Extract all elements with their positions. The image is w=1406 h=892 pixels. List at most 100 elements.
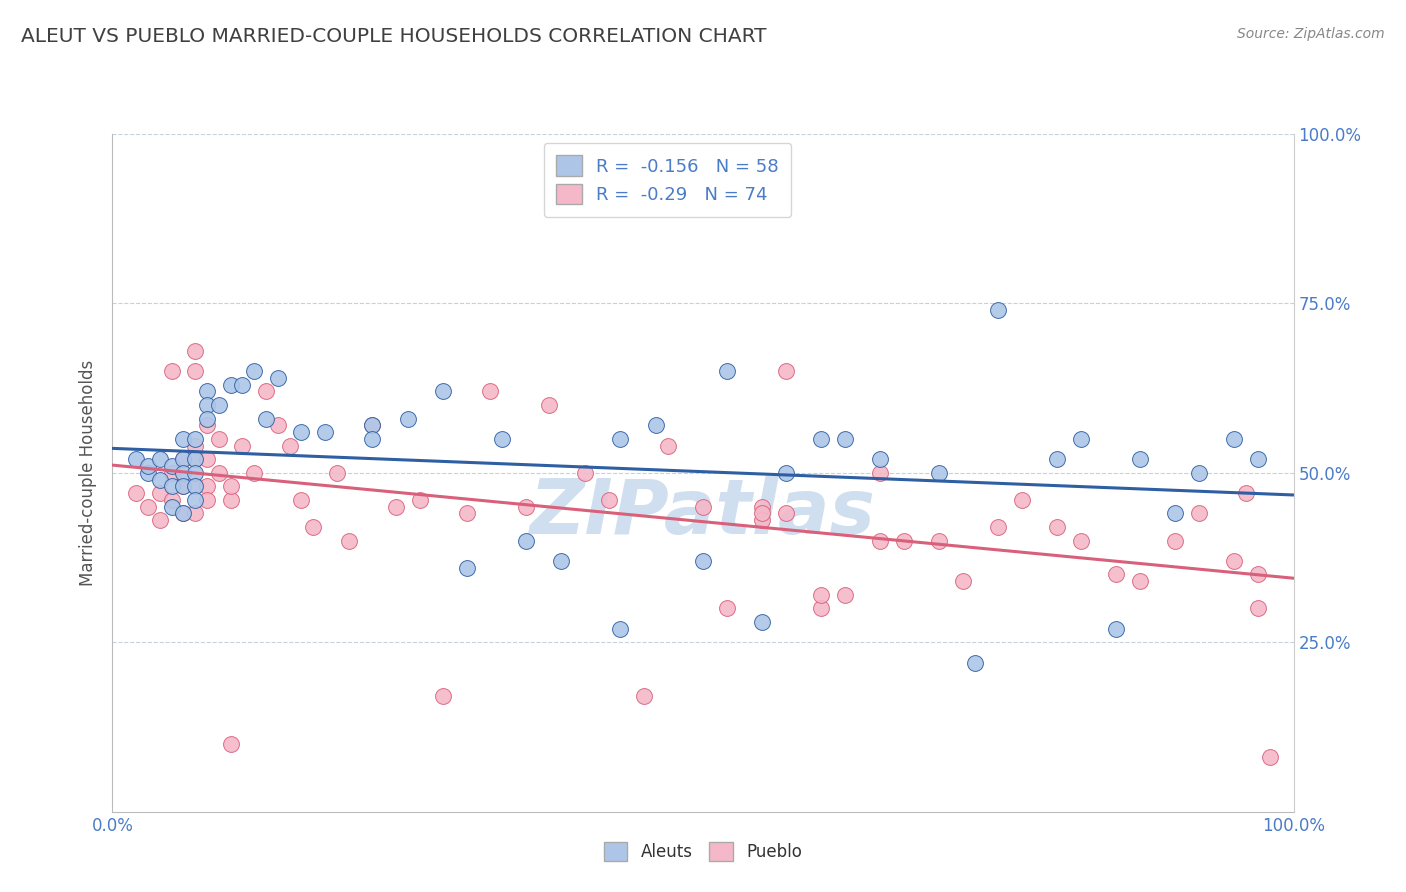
Point: [775, 364, 797, 378]
Point: [184, 452, 207, 467]
Point: [1247, 567, 1270, 582]
Point: [195, 411, 218, 425]
Point: [1070, 533, 1092, 548]
Point: [751, 500, 773, 514]
Point: [479, 384, 502, 399]
Point: [598, 492, 620, 507]
Point: [1129, 574, 1152, 589]
Point: [267, 371, 290, 385]
Point: [751, 615, 773, 629]
Point: [834, 588, 856, 602]
Point: [243, 364, 266, 378]
Point: [125, 452, 148, 467]
Point: [396, 411, 419, 425]
Point: [1258, 750, 1281, 764]
Text: ALEUT VS PUEBLO MARRIED-COUPLE HOUSEHOLDS CORRELATION CHART: ALEUT VS PUEBLO MARRIED-COUPLE HOUSEHOLD…: [21, 27, 766, 45]
Point: [1046, 520, 1069, 534]
Point: [184, 492, 207, 507]
Point: [184, 364, 207, 378]
Point: [1188, 507, 1211, 521]
Point: [869, 533, 891, 548]
Point: [1129, 452, 1152, 467]
Point: [136, 466, 159, 480]
Point: [326, 466, 349, 480]
Point: [172, 452, 194, 467]
Point: [219, 492, 242, 507]
Point: [361, 418, 384, 433]
Point: [184, 479, 207, 493]
Point: [160, 458, 183, 473]
Point: [172, 479, 194, 493]
Point: [231, 439, 253, 453]
Point: [1247, 601, 1270, 615]
Point: [160, 479, 183, 493]
Point: [361, 432, 384, 446]
Point: [160, 500, 183, 514]
Point: [195, 398, 218, 412]
Point: [219, 377, 242, 392]
Y-axis label: Married-couple Households: Married-couple Households: [79, 359, 97, 586]
Point: [278, 439, 301, 453]
Point: [633, 690, 655, 704]
Point: [657, 439, 679, 453]
Point: [550, 554, 572, 568]
Point: [1223, 432, 1246, 446]
Point: [644, 418, 666, 433]
Point: [491, 432, 513, 446]
Point: [195, 452, 218, 467]
Point: [1105, 622, 1128, 636]
Point: [184, 439, 207, 453]
Point: [195, 418, 218, 433]
Point: [810, 588, 832, 602]
Point: [172, 479, 194, 493]
Point: [149, 452, 172, 467]
Point: [184, 343, 207, 358]
Point: [172, 452, 194, 467]
Point: [775, 466, 797, 480]
Point: [751, 513, 773, 527]
Point: [160, 466, 183, 480]
Point: [432, 690, 454, 704]
Point: [184, 507, 207, 521]
Point: [609, 432, 631, 446]
Point: [987, 520, 1010, 534]
Point: [775, 507, 797, 521]
Point: [136, 458, 159, 473]
Point: [963, 656, 986, 670]
Point: [160, 364, 183, 378]
Point: [692, 500, 714, 514]
Point: [928, 533, 950, 548]
Text: ZIPatlas: ZIPatlas: [530, 476, 876, 550]
Point: [432, 384, 454, 399]
Point: [290, 425, 312, 439]
Point: [515, 533, 537, 548]
Point: [408, 492, 430, 507]
Point: [869, 466, 891, 480]
Point: [456, 507, 478, 521]
Point: [361, 418, 384, 433]
Point: [184, 452, 207, 467]
Point: [149, 513, 172, 527]
Point: [208, 432, 231, 446]
Point: [1188, 466, 1211, 480]
Point: [267, 418, 290, 433]
Point: [254, 411, 277, 425]
Point: [716, 364, 738, 378]
Point: [609, 622, 631, 636]
Point: [195, 384, 218, 399]
Point: [184, 479, 207, 493]
Point: [195, 492, 218, 507]
Point: [385, 500, 408, 514]
Point: [337, 533, 360, 548]
Point: [692, 554, 714, 568]
Point: [208, 398, 231, 412]
Point: [219, 479, 242, 493]
Point: [243, 466, 266, 480]
Point: [987, 303, 1010, 318]
Point: [810, 432, 832, 446]
Point: [456, 560, 478, 574]
Point: [302, 520, 325, 534]
Point: [1223, 554, 1246, 568]
Point: [952, 574, 974, 589]
Point: [574, 466, 596, 480]
